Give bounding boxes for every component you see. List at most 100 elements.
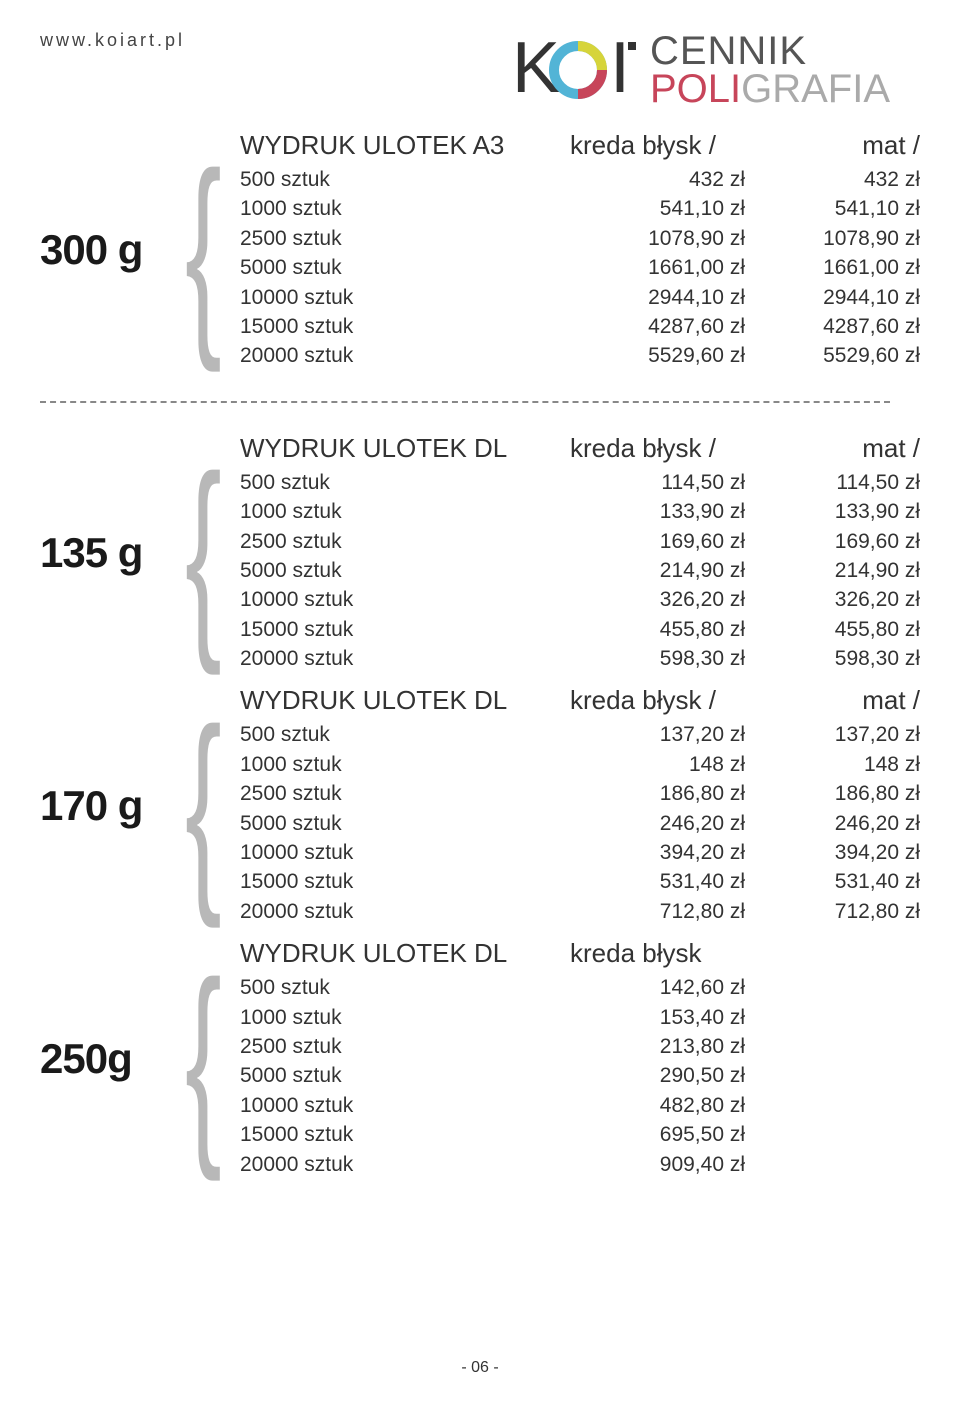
qty-cell: 15000 sztuk (240, 1120, 570, 1149)
price-cell: 5529,60 zł (745, 341, 920, 370)
price-cell: 1661,00 zł (745, 253, 920, 282)
table-row: 20000 sztuk598,30 zł598,30 zł (240, 644, 920, 673)
price-cell: 909,40 zł (570, 1150, 745, 1179)
price-cell: 394,20 zł (745, 838, 920, 867)
qty-cell: 1000 sztuk (240, 497, 570, 526)
table-row: 1000 sztuk541,10 zł541,10 zł (240, 194, 920, 223)
price-cell: 712,80 zł (570, 897, 745, 926)
price-cell: 214,90 zł (570, 556, 745, 585)
price-cell: 214,90 zł (745, 556, 920, 585)
logo: K I CENNIK POLIGRAFIA (512, 30, 890, 110)
table-header: WYDRUK ULOTEK A3 kreda błysk / mat / (240, 130, 920, 161)
price-table-170: WYDRUK ULOTEK DL kreda błysk / mat / 500… (230, 685, 920, 926)
price-cell: 455,80 zł (745, 615, 920, 644)
price-cell: 153,40 zł (570, 1003, 745, 1032)
price-cell: 148 zł (570, 750, 745, 779)
price-cell: 4287,60 zł (570, 312, 745, 341)
qty-cell: 15000 sztuk (240, 867, 570, 896)
qty-cell: 500 sztuk (240, 973, 570, 1002)
logo-poligrafia: POLIGRAFIA (650, 70, 890, 108)
table-title: WYDRUK ULOTEK DL (240, 685, 570, 716)
price-cell: 432 zł (570, 165, 745, 194)
price-cell: 394,20 zł (570, 838, 745, 867)
koi-logo-icon: K I (512, 30, 642, 110)
logo-title: CENNIK POLIGRAFIA (650, 32, 890, 108)
section-135g: 135 g { WYDRUK ULOTEK DL kreda błysk / m… (40, 433, 890, 674)
table-row: 10000 sztuk326,20 zł326,20 zł (240, 585, 920, 614)
qty-cell: 2500 sztuk (240, 527, 570, 556)
qty-cell: 10000 sztuk (240, 585, 570, 614)
qty-cell: 15000 sztuk (240, 615, 570, 644)
price-cell: 213,80 zł (570, 1032, 745, 1061)
price-cell: 114,50 zł (745, 468, 920, 497)
price-cell: 531,40 zł (570, 867, 745, 896)
table-header: WYDRUK ULOTEK DL kreda błysk (240, 938, 920, 969)
qty-cell: 10000 sztuk (240, 283, 570, 312)
price-table-250: WYDRUK ULOTEK DL kreda błysk 500 sztuk14… (230, 938, 920, 1179)
weight-300: 300 g (40, 226, 170, 274)
table-row: 1000 sztuk133,90 zł133,90 zł (240, 497, 920, 526)
price-cell: 290,50 zł (570, 1061, 745, 1090)
qty-cell: 20000 sztuk (240, 341, 570, 370)
table-row: 20000 sztuk909,40 zł (240, 1150, 920, 1179)
price-cell: 2944,10 zł (570, 283, 745, 312)
logo-grafia: GRAFIA (741, 67, 890, 111)
qty-cell: 2500 sztuk (240, 779, 570, 808)
weight-170: 170 g (40, 782, 170, 830)
qty-cell: 500 sztuk (240, 720, 570, 749)
price-cell: 432 zł (745, 165, 920, 194)
table-row: 5000 sztuk214,90 zł214,90 zł (240, 556, 920, 585)
qty-cell: 5000 sztuk (240, 556, 570, 585)
table-row: 2500 sztuk213,80 zł (240, 1032, 920, 1061)
price-cell: 598,30 zł (570, 644, 745, 673)
divider (40, 401, 890, 403)
qty-cell: 20000 sztuk (240, 644, 570, 673)
table-row: 15000 sztuk455,80 zł455,80 zł (240, 615, 920, 644)
price-cell: 246,20 zł (745, 809, 920, 838)
col-empty (770, 938, 920, 969)
qty-cell: 5000 sztuk (240, 1061, 570, 1090)
price-cell: 482,80 zł (570, 1091, 745, 1120)
table-row: 1000 sztuk153,40 zł (240, 1003, 920, 1032)
price-table-135: WYDRUK ULOTEK DL kreda błysk / mat / 500… (230, 433, 920, 674)
price-cell: 186,80 zł (745, 779, 920, 808)
col-mat: mat / (770, 433, 920, 464)
price-cell: 326,20 zł (745, 585, 920, 614)
qty-cell: 2500 sztuk (240, 224, 570, 253)
table-row: 2500 sztuk169,60 zł169,60 zł (240, 527, 920, 556)
table-row: 1000 sztuk148 zł148 zł (240, 750, 920, 779)
table-header: WYDRUK ULOTEK DL kreda błysk / mat / (240, 685, 920, 716)
table-row: 15000 sztuk4287,60 zł4287,60 zł (240, 312, 920, 341)
table-row: 2500 sztuk1078,90 zł1078,90 zł (240, 224, 920, 253)
price-cell: 2944,10 zł (745, 283, 920, 312)
table-row: 20000 sztuk5529,60 zł5529,60 zł (240, 341, 920, 370)
qty-cell: 20000 sztuk (240, 897, 570, 926)
table-row: 10000 sztuk2944,10 zł2944,10 zł (240, 283, 920, 312)
qty-cell: 1000 sztuk (240, 194, 570, 223)
weight-250: 250g (40, 1035, 170, 1083)
table-title: WYDRUK ULOTEK DL (240, 938, 570, 969)
price-cell: 695,50 zł (570, 1120, 745, 1149)
price-cell: 114,50 zł (570, 468, 745, 497)
price-cell: 186,80 zł (570, 779, 745, 808)
price-cell: 455,80 zł (570, 615, 745, 644)
table-row: 500 sztuk142,60 zł (240, 973, 920, 1002)
qty-cell: 2500 sztuk (240, 1032, 570, 1061)
weight-135: 135 g (40, 529, 170, 577)
qty-cell: 10000 sztuk (240, 1091, 570, 1120)
price-cell: 598,30 zł (745, 644, 920, 673)
price-table-300: WYDRUK ULOTEK A3 kreda błysk / mat / 500… (230, 130, 920, 371)
table-row: 10000 sztuk394,20 zł394,20 zł (240, 838, 920, 867)
price-cell: 148 zł (745, 750, 920, 779)
table-title: WYDRUK ULOTEK DL (240, 433, 570, 464)
table-row: 500 sztuk432 zł432 zł (240, 165, 920, 194)
qty-cell: 500 sztuk (240, 165, 570, 194)
section-300g: 300 g { WYDRUK ULOTEK A3 kreda błysk / m… (40, 130, 890, 371)
price-cell: 326,20 zł (570, 585, 745, 614)
table-row: 10000 sztuk482,80 zł (240, 1091, 920, 1120)
price-cell: 142,60 zł (570, 973, 745, 1002)
table-row: 2500 sztuk186,80 zł186,80 zł (240, 779, 920, 808)
table-header: WYDRUK ULOTEK DL kreda błysk / mat / (240, 433, 920, 464)
qty-cell: 1000 sztuk (240, 750, 570, 779)
price-cell: 133,90 zł (745, 497, 920, 526)
